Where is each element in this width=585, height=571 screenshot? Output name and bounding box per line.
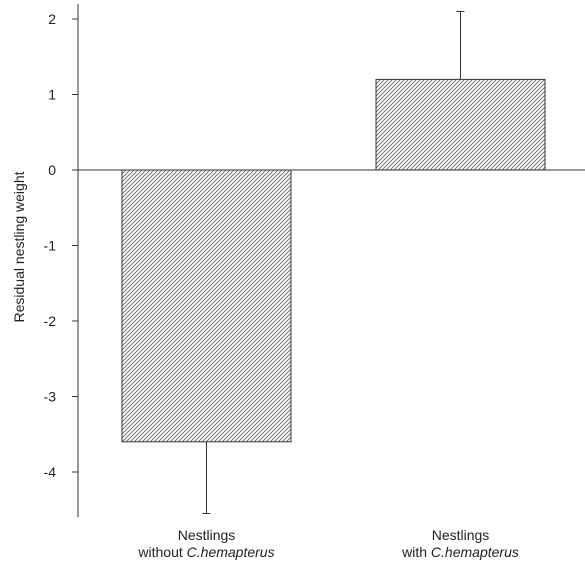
bar	[121, 169, 292, 443]
category-label-line2: without C.hemapterus	[137, 544, 274, 560]
category-label-prefix: with	[401, 544, 431, 560]
bar	[375, 78, 546, 171]
axes-group	[77, 3, 585, 518]
category-label-prefix: without	[137, 544, 186, 560]
y-ticks-group: 2 1 0 -1 -2 -3 -4	[44, 11, 78, 480]
y-tick-label: -3	[44, 389, 57, 405]
y-axis-title: Residual nestling weight	[11, 171, 27, 322]
y-tick-label: -1	[44, 238, 57, 254]
bars-group	[121, 78, 546, 443]
category-label-line1: Nestlings	[432, 527, 490, 543]
category-label-species: C.hemapterus	[187, 544, 275, 560]
y-tick-label: 2	[48, 11, 56, 27]
category-label-species: C.hemapterus	[431, 544, 519, 560]
y-tick-label: -4	[44, 464, 57, 480]
y-tick-label: -2	[44, 313, 57, 329]
y-tick-label: 0	[48, 162, 56, 178]
error-bars-group	[202, 10, 465, 515]
category-label-line2: with C.hemapterus	[401, 544, 519, 560]
category-label-line1: Nestlings	[178, 527, 236, 543]
y-tick-label: 1	[48, 87, 56, 103]
